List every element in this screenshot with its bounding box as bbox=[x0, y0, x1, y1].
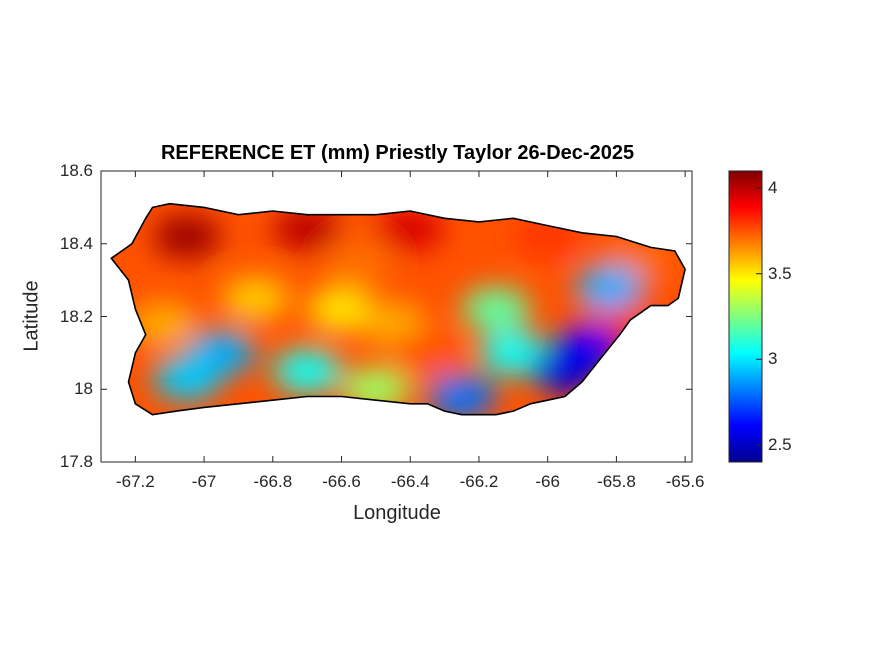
y-tick-label: 18 bbox=[74, 379, 93, 399]
y-tick-label: 18.4 bbox=[59, 233, 93, 253]
y-tick-label: 17.8 bbox=[59, 452, 93, 471]
colorbar-tick-label: 2.5 bbox=[768, 434, 792, 454]
et-hotspot bbox=[152, 214, 221, 259]
chart-title: REFERENCE ET (mm) Priestly Taylor 26-Dec… bbox=[160, 142, 635, 164]
et-hotspot bbox=[462, 287, 531, 332]
x-tick-label: -67.2 bbox=[115, 472, 155, 491]
x-tick-label: -65.6 bbox=[665, 472, 705, 491]
y-tick-label: 18.6 bbox=[59, 161, 93, 180]
x-tick-label: -66.4 bbox=[390, 472, 430, 491]
et-hotspot bbox=[273, 349, 342, 394]
x-tick-label: -65.8 bbox=[597, 472, 636, 491]
y-ticks bbox=[101, 170, 692, 463]
et-hotspot bbox=[393, 330, 462, 375]
y-axis-label: Latitude bbox=[20, 280, 43, 352]
et-hotspot bbox=[427, 374, 496, 415]
colorbar-tick-label: 3 bbox=[768, 349, 778, 369]
et-hotspot bbox=[221, 276, 290, 321]
x-tick-label: -66.6 bbox=[322, 472, 361, 491]
et-hotspot bbox=[479, 330, 548, 375]
y-tick-label: 18.2 bbox=[59, 306, 93, 326]
colorbar-tick-label: 3.5 bbox=[768, 263, 792, 283]
x-tick-label: -66 bbox=[535, 472, 560, 491]
et-hotspot bbox=[152, 356, 221, 401]
et-hotspot bbox=[376, 207, 445, 252]
x-axis-label: Longitude bbox=[353, 502, 441, 524]
colorbar-tick-label: 4 bbox=[768, 178, 778, 198]
island-outline bbox=[110, 202, 686, 416]
et-hotspot bbox=[575, 265, 644, 310]
colorbar-ticks bbox=[756, 187, 762, 446]
x-tick-label: -67 bbox=[191, 472, 217, 491]
x-ticks bbox=[134, 171, 686, 462]
colorbar bbox=[728, 170, 763, 463]
et-field bbox=[111, 203, 686, 415]
et-hotspot bbox=[307, 287, 376, 332]
x-tick-label: -66.8 bbox=[253, 472, 293, 491]
et-hotspot bbox=[324, 239, 393, 284]
x-tick-label: -66.2 bbox=[459, 472, 499, 491]
et-hotspot bbox=[273, 207, 342, 252]
